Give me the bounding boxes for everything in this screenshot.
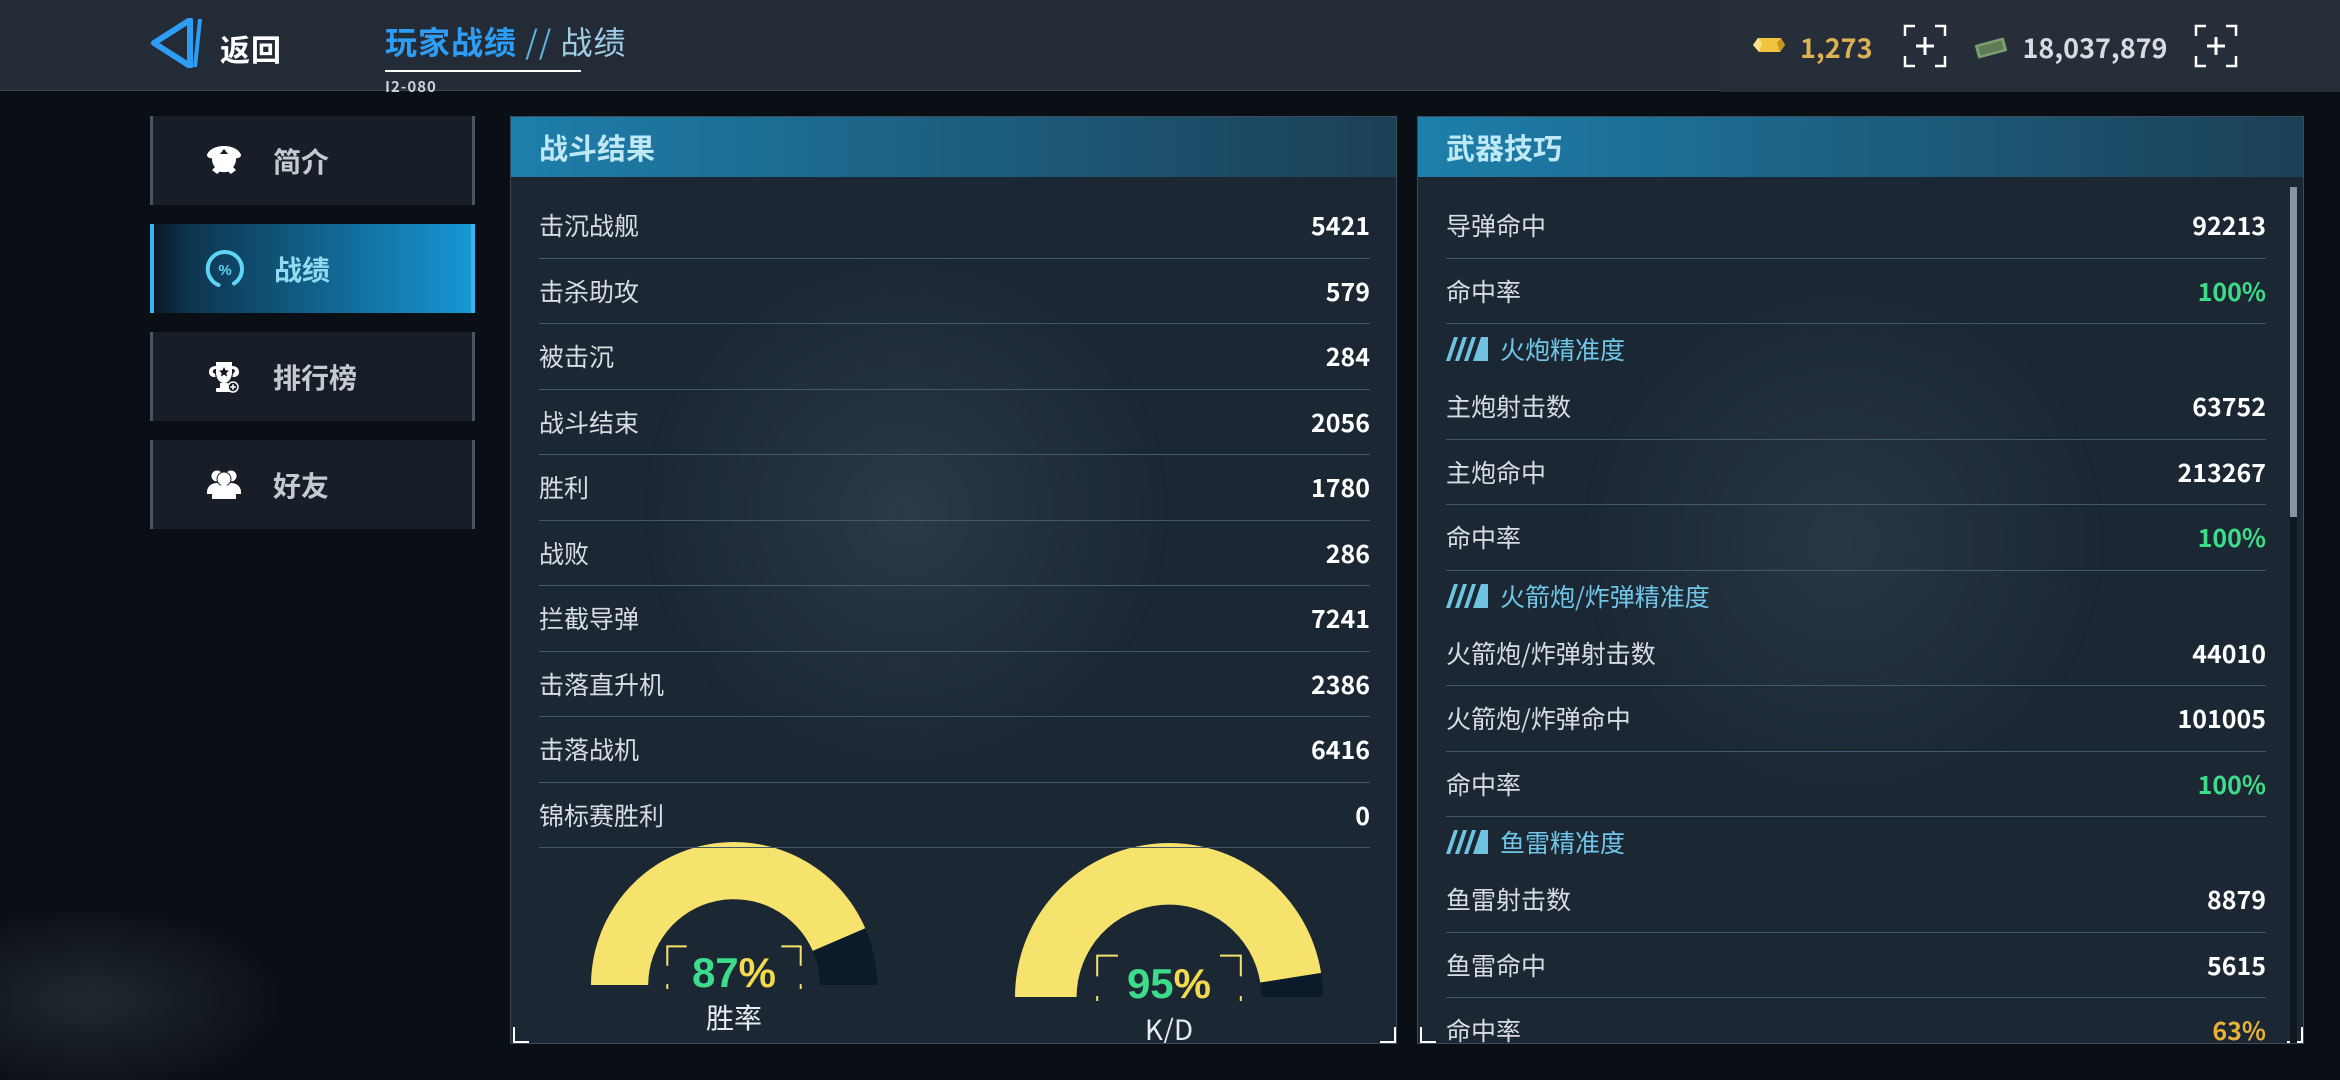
svg-text:%: % [218, 262, 231, 279]
